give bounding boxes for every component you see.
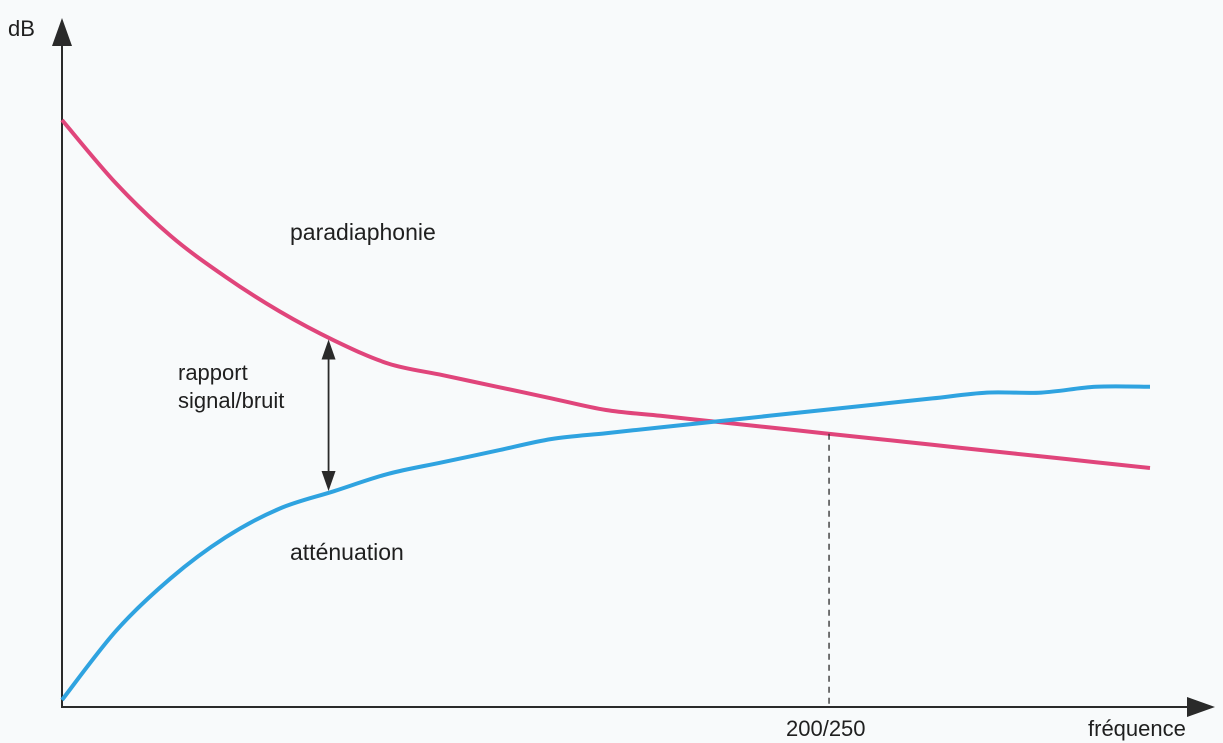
y-axis-label: dB <box>8 16 35 41</box>
series-label-attenuation: atténuation <box>290 539 404 565</box>
arrow-up-icon <box>321 339 336 360</box>
arrow-down-icon <box>321 470 336 491</box>
series-line-paradiaphonie <box>60 118 1151 470</box>
y-axis-arrow-icon <box>52 18 72 46</box>
gap-label-line2: signal/bruit <box>178 388 284 413</box>
gap-label-line1: rapport <box>178 360 248 385</box>
x-axis-arrow-icon <box>1187 697 1215 717</box>
x-tick-label-crossing: 200/250 <box>786 716 866 741</box>
series-label-paradiaphonie: paradiaphonie <box>290 219 436 245</box>
series-line-attenuation <box>60 384 1151 702</box>
x-axis-label: fréquence <box>1088 716 1186 741</box>
